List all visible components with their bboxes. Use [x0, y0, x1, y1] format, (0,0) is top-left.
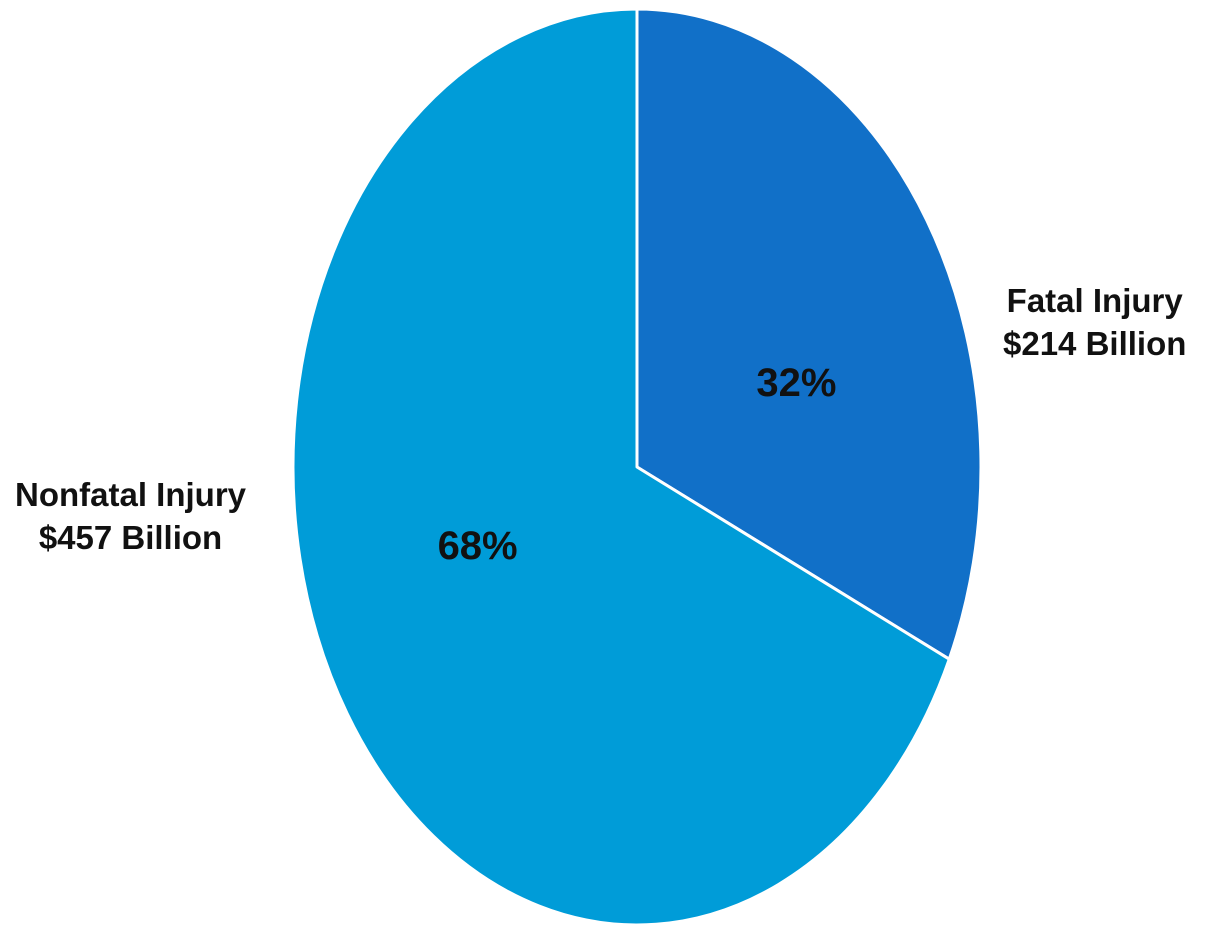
fatal-injury-amount: $214 Billion [1003, 324, 1187, 362]
pie-slice-nonfatal-injury [291, 7, 951, 926]
pie-slice-fatal-injury [635, 7, 983, 661]
pie-percent-label-fatal-injury: 32% [756, 361, 836, 405]
fatal-injury-name: Fatal Injury [1006, 282, 1183, 319]
fatal-injury-label: Fatal Injury $214 Billion [1003, 280, 1186, 366]
pie-percent-labels: 32% 68% [438, 361, 837, 568]
nonfatal-injury-name: Nonfatal Injury [15, 476, 247, 513]
pie-percent-label-nonfatal-injury: 68% [438, 524, 518, 568]
nonfatal-injury-amount: $457 Billion [38, 518, 223, 556]
nonfatal-injury-label: Nonfatal Injury $457 Billion [15, 474, 246, 560]
pie-slices [291, 7, 983, 926]
